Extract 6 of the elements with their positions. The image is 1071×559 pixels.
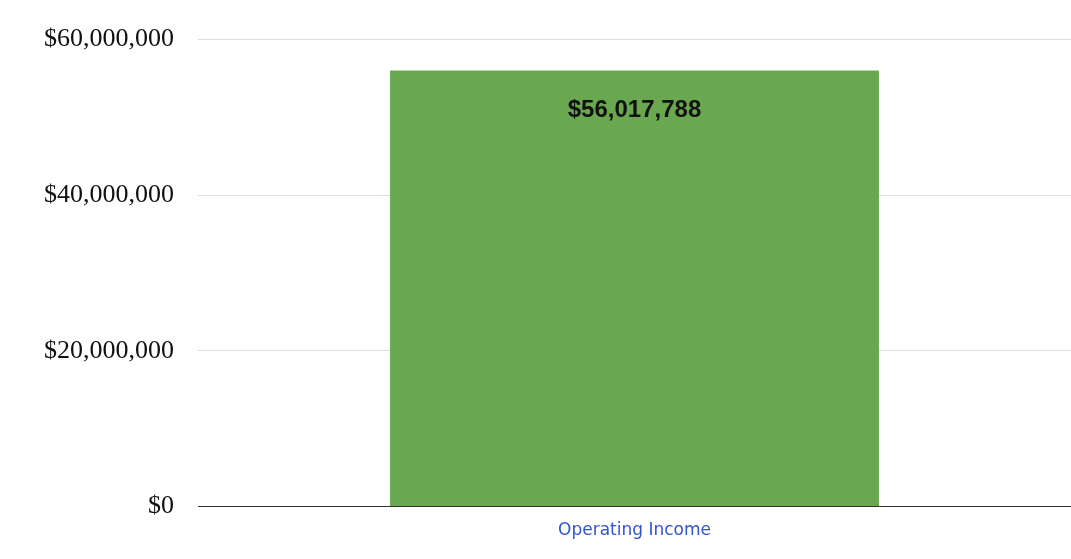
y-tick-label: $20,000,000 bbox=[44, 334, 174, 364]
x-tick-label: Operating Income bbox=[558, 519, 711, 540]
y-tick-label: $60,000,000 bbox=[44, 23, 174, 53]
data-label: $56,017,788 bbox=[567, 95, 702, 123]
y-tick-label: $40,000,000 bbox=[44, 179, 174, 209]
y-tick-label: $0 bbox=[148, 490, 174, 520]
